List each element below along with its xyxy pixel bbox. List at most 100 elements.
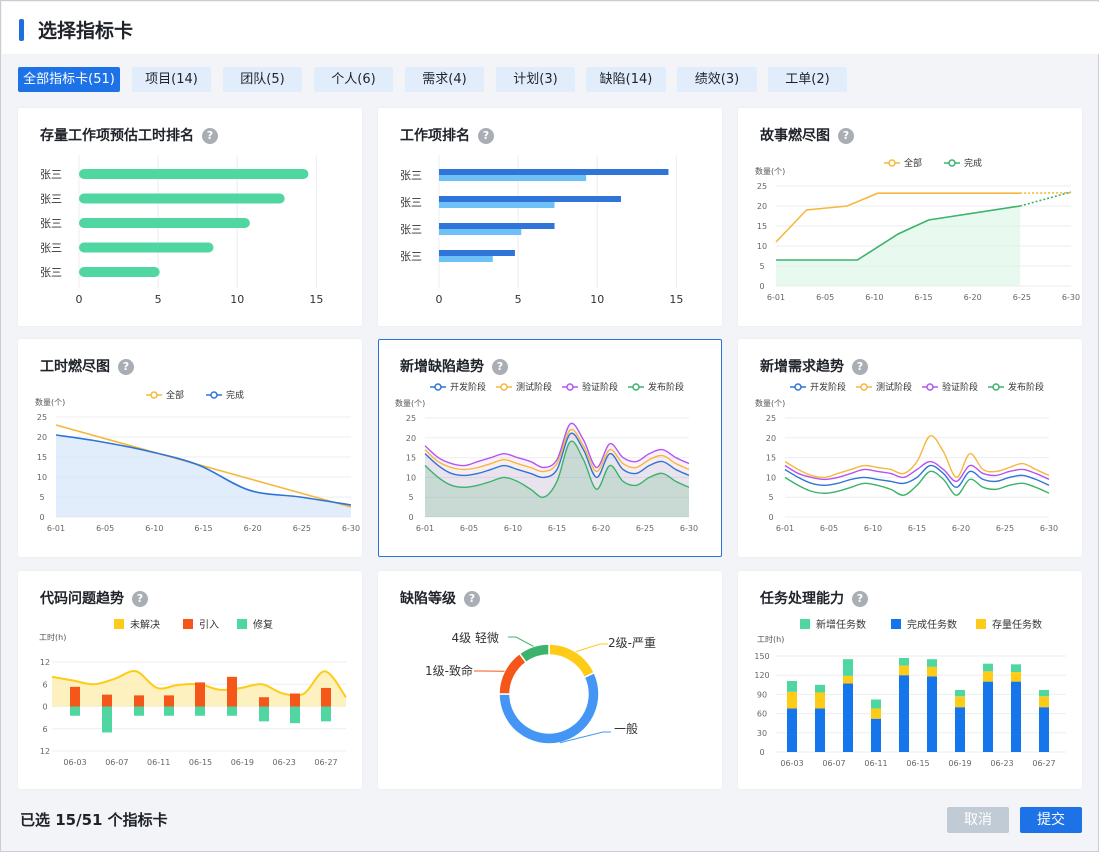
y-tick-label: 5	[408, 493, 413, 502]
x-tick-label: 06-19	[231, 758, 254, 767]
bar	[439, 196, 621, 202]
card-story-burndown[interactable]: 故事燃尽图? 0 5 10 15 20 25 数量(个) 6-01 6-05 6-10 6-15 6-…	[738, 108, 1082, 326]
x-tick-label: 06-11	[864, 759, 887, 768]
card-work-item-ranking[interactable]: 工作项排名? 0 5 10 15 张三 张三 张三 张三	[378, 108, 722, 326]
card-defect-level[interactable]: 缺陷等级? 2级-严重 一般 1级-致命 4级 轻微	[378, 571, 722, 789]
chart: 0 30 60 90 120 150 工时(h) 06-03 06-07 06-11 06-15 06…	[754, 618, 1066, 768]
bar-fixed	[259, 706, 269, 722]
y-tick-label: 5	[759, 262, 764, 271]
x-tick-label: 06-07	[105, 758, 128, 767]
card-title: 缺陷等级?	[400, 588, 480, 608]
bar-segment	[927, 676, 937, 752]
help-icon[interactable]: ?	[852, 591, 868, 607]
bar-segment	[787, 708, 797, 752]
x-tick-label: 06-19	[948, 759, 971, 768]
y-tick-label: 6	[42, 725, 47, 734]
card-title: 新增需求趋势?	[760, 356, 868, 376]
bar	[439, 223, 555, 229]
bar-segment	[815, 692, 825, 709]
x-tick-label: 0	[76, 293, 83, 306]
help-icon[interactable]: ?	[478, 128, 494, 144]
y-category-label: 张三	[40, 242, 62, 255]
y-category-label: 张三	[400, 250, 422, 263]
legend-marker	[500, 383, 508, 391]
legend-marker	[434, 383, 442, 391]
tab-requirement[interactable]: 需求(4)	[405, 67, 484, 92]
legend-marker	[150, 391, 158, 399]
legend-label: 完成	[226, 389, 244, 401]
y-category-label: 张三	[40, 168, 62, 181]
card-backlog-estimate-ranking[interactable]: 存量工作项预估工时排名? 0 5 10 15 张三 张三 张三 张三 张三	[18, 108, 362, 326]
bar-segment	[983, 681, 993, 752]
tab-personal[interactable]: 个人(6)	[314, 67, 393, 92]
help-icon[interactable]: ?	[852, 359, 868, 375]
bar-fixed	[321, 706, 331, 722]
pie-slice	[498, 671, 600, 745]
bar-segment	[871, 708, 881, 719]
bar	[79, 218, 250, 228]
series-line	[784, 460, 1050, 483]
x-tick-label: 15	[309, 293, 323, 306]
x-tick-label: 6-15	[914, 293, 932, 302]
card-hours-burndown[interactable]: 工时燃尽图? 0 5 10 15 20 25 数量(个) 6-01 6-05 6-10 6-15 6-…	[18, 339, 362, 557]
label-leader	[559, 731, 611, 744]
tab-ticket[interactable]: 工单(2)	[768, 67, 847, 92]
legend-swatch	[800, 619, 810, 629]
card-code-issue-trend[interactable]: 代码问题趋势? 12 6 0 6 12 工时(h) 06-03 06-07 06-11 06-15…	[18, 571, 362, 789]
card-title-text: 新增需求趋势	[760, 359, 844, 375]
legend-marker	[992, 383, 1000, 391]
card-new-requirement-trend[interactable]: 新增需求趋势? 0 5 10 15 20 25 数量(个) 6-01 6-05 6-10 6-15 6…	[738, 339, 1082, 557]
bar-fixed	[102, 706, 112, 733]
cancel-button[interactable]: 取消	[947, 807, 1009, 833]
y-tick-label: 10	[766, 473, 776, 482]
bar-segment	[843, 675, 853, 684]
y-tick-label: 15	[406, 454, 416, 463]
y-tick-label: 0	[768, 513, 773, 522]
help-icon[interactable]: ?	[118, 359, 134, 375]
bar	[439, 202, 555, 208]
bar-introduced	[321, 687, 331, 707]
x-tick-label: 6-10	[504, 524, 522, 533]
submit-button[interactable]: 提交	[1020, 807, 1082, 833]
x-tick-label: 6-25	[996, 524, 1014, 533]
legend-label: 验证阶段	[942, 381, 978, 393]
y-tick-label: 90	[757, 690, 767, 699]
help-icon[interactable]: ?	[838, 128, 854, 144]
tab-team[interactable]: 团队(5)	[223, 67, 302, 92]
tab-plan[interactable]: 计划(3)	[496, 67, 575, 92]
x-tick-label: 6-25	[293, 524, 311, 533]
y-axis-label: 数量(个)	[755, 166, 785, 176]
x-tick-label: 5	[155, 293, 162, 306]
card-title: 工作项排名?	[400, 125, 494, 145]
bar-segment	[871, 718, 881, 752]
y-tick-label: 25	[766, 414, 776, 423]
legend-label: 全部	[904, 157, 922, 169]
x-tick-label: 6-10	[864, 524, 882, 533]
tab-performance[interactable]: 绩效(3)	[677, 67, 757, 92]
card-title-text: 工时燃尽图	[40, 359, 110, 375]
bar-segment	[1039, 707, 1049, 752]
area-fill	[425, 441, 689, 517]
card-task-capacity[interactable]: 任务处理能力? 0 30 60 90 120 150 工时(h) 06-03 06-07 06-1…	[738, 571, 1082, 789]
x-tick-label: 06-15	[906, 759, 929, 768]
bar-fixed	[70, 706, 80, 716]
x-tick-label: 06-15	[189, 758, 212, 767]
help-icon[interactable]: ?	[464, 591, 480, 607]
help-icon[interactable]: ?	[492, 359, 508, 375]
y-tick-label: 0	[39, 513, 44, 522]
y-tick-label: 12	[40, 658, 50, 667]
card-new-defect-trend[interactable]: 新增缺陷趋势? 0 5 10 15 20 25 数量(个) 6-01 6-05 6-10 6-15 6…	[378, 339, 722, 557]
help-icon[interactable]: ?	[202, 128, 218, 144]
help-icon[interactable]: ?	[132, 591, 148, 607]
legend-swatch	[237, 619, 247, 629]
bar-segment	[1039, 696, 1049, 708]
selection-count: 已选 15/51 个指标卡	[20, 811, 168, 829]
tab-defect[interactable]: 缺陷(14)	[586, 67, 666, 92]
bar	[439, 229, 522, 235]
tab-project[interactable]: 项目(14)	[132, 67, 211, 92]
tab-all[interactable]: 全部指标卡(51)	[18, 67, 120, 92]
card-title-text: 缺陷等级	[400, 591, 456, 607]
bar-segment	[927, 659, 937, 667]
bar-segment	[1011, 664, 1021, 672]
